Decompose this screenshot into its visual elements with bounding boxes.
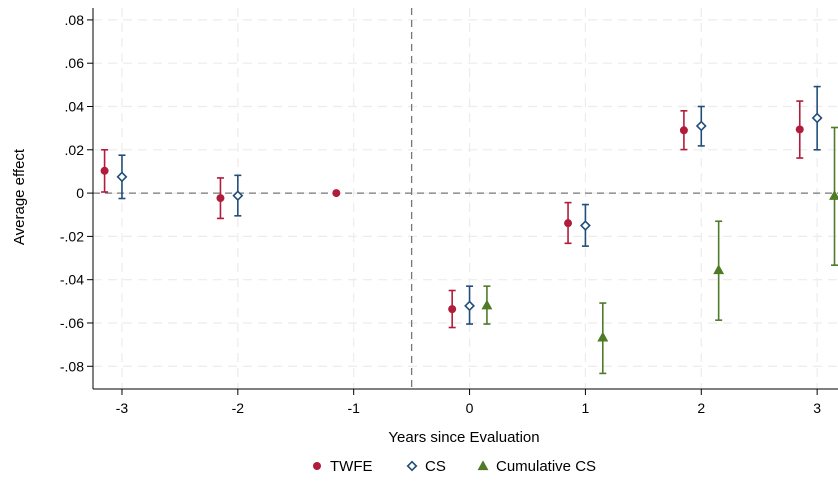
cumulative-cs-point: [597, 331, 609, 342]
twfe-point: [679, 126, 688, 135]
x-tick-label: 0: [466, 400, 474, 416]
cs-point: [811, 112, 823, 124]
legend-label-twfe: TWFE: [330, 458, 373, 475]
twfe-point: [332, 189, 341, 198]
x-tick-label: 2: [697, 400, 705, 416]
x-axis-title: Years since Evaluation: [388, 429, 539, 446]
twfe-point: [216, 194, 225, 203]
cumulative-cs-point: [481, 299, 493, 310]
cs-point: [116, 171, 128, 183]
y-tick-label: -.02: [60, 228, 84, 244]
x-tick-label: -3: [116, 400, 129, 416]
axes: -.08 -.06 -.04 -.02 0 .02 .04 .06 .08 -3 -2 -1 0 1 2 3: [60, 8, 838, 416]
twfe-point: [564, 219, 573, 228]
y-tick-label: .04: [65, 98, 85, 114]
y-tick-label: -.04: [60, 272, 84, 288]
legend-marker-twfe: [313, 462, 321, 470]
cumulative-cs-point: [829, 190, 838, 200]
legend-marker-cumulative-cs: [477, 460, 489, 471]
legend-label-cs: CS: [425, 458, 446, 475]
y-tick-label: -.06: [60, 315, 84, 331]
twfe-point: [448, 305, 457, 314]
grid-lines: [93, 8, 838, 389]
y-tick-label: 0: [76, 185, 84, 201]
y-tick-label: -.08: [60, 358, 84, 374]
y-tick-label: .08: [65, 12, 85, 28]
legend-marker-cs: [406, 460, 418, 472]
x-tick-label: 1: [582, 400, 590, 416]
twfe-point: [100, 166, 109, 175]
cs-point: [232, 190, 244, 202]
legend: TWFE CS Cumulative CS: [313, 458, 596, 475]
x-tick-label: 3: [813, 400, 821, 416]
y-tick-label: .06: [65, 55, 85, 71]
x-tick-label: -2: [232, 400, 245, 416]
y-tick-label: .02: [65, 142, 85, 158]
cs-point: [695, 120, 707, 132]
legend-label-cumulative-cs: Cumulative CS: [496, 458, 596, 475]
reference-lines: [93, 8, 838, 389]
x-tick-label: -1: [347, 400, 360, 416]
cumulative-cs-point: [713, 264, 725, 275]
cs-point: [464, 300, 475, 312]
twfe-point: [795, 125, 804, 134]
cs-point: [579, 220, 591, 231]
point-estimates: [100, 112, 838, 342]
y-axis-title: Average effect: [11, 148, 28, 245]
